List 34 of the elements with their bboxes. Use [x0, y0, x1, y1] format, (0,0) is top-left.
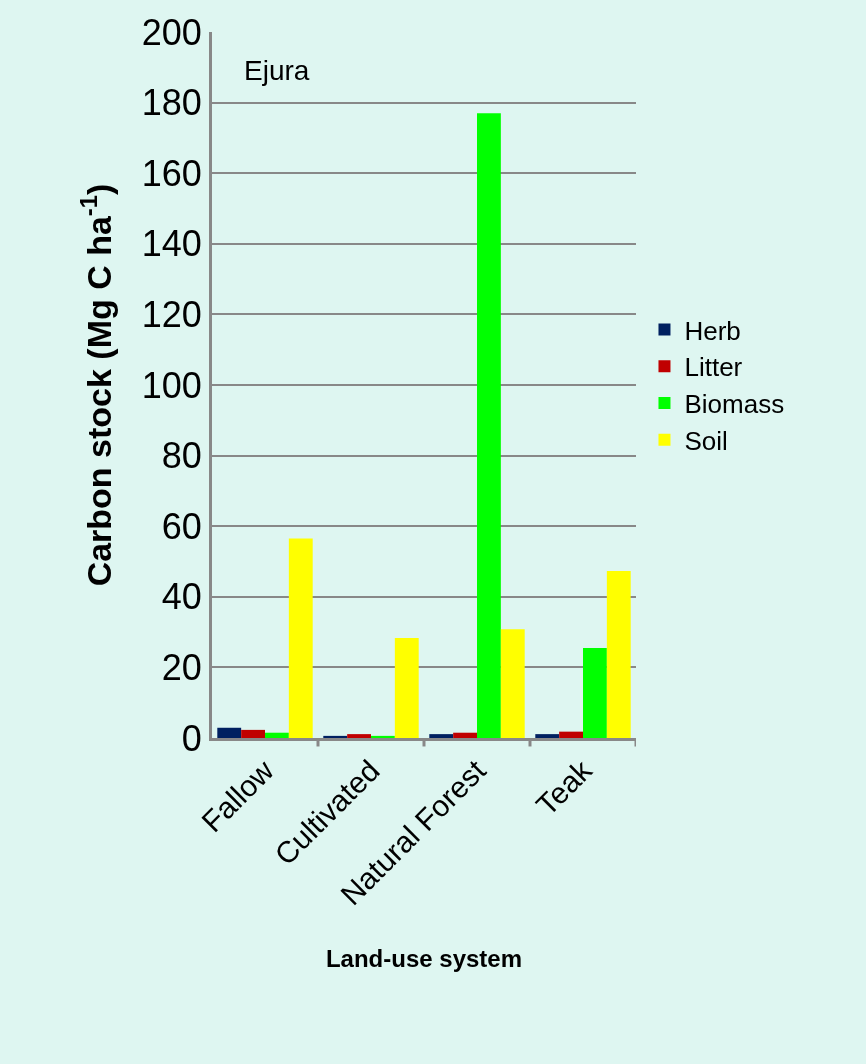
bar [265, 732, 289, 738]
bar [559, 731, 583, 738]
y-tick-label: 140 [141, 223, 202, 265]
x-axis-title: Land-use system [325, 944, 523, 972]
bar [347, 734, 371, 738]
legend-label: Litter [684, 352, 743, 383]
bar [500, 629, 525, 738]
y-tick-label: 20 [161, 647, 202, 688]
bar [217, 727, 242, 738]
y-tick-label: 0 [181, 717, 202, 759]
bar [477, 113, 501, 738]
legend-label: Biomass [684, 389, 785, 420]
bar [371, 735, 395, 738]
y-tick-label: 100 [141, 364, 202, 406]
bar [288, 538, 313, 738]
y-tick-label: 60 [161, 505, 202, 547]
y-tick-label: 80 [161, 435, 202, 477]
y-tick-label: 160 [141, 152, 202, 194]
y-tick-label: 120 [141, 294, 202, 335]
bar [429, 734, 454, 738]
bar [606, 571, 631, 738]
bar [394, 638, 419, 738]
annotation: Ejura [244, 55, 310, 86]
y-tick-label: 180 [141, 82, 202, 124]
y-tick-label: 200 [141, 11, 202, 53]
legend-label: Herb [684, 315, 741, 346]
y-tick-label: 40 [161, 576, 202, 618]
bar [323, 735, 348, 738]
bar [241, 729, 265, 738]
x-tick-label: Teak [529, 752, 599, 822]
bar [583, 647, 607, 738]
bar [535, 734, 560, 738]
legend-label: Soil [684, 425, 728, 456]
bar [453, 732, 477, 738]
